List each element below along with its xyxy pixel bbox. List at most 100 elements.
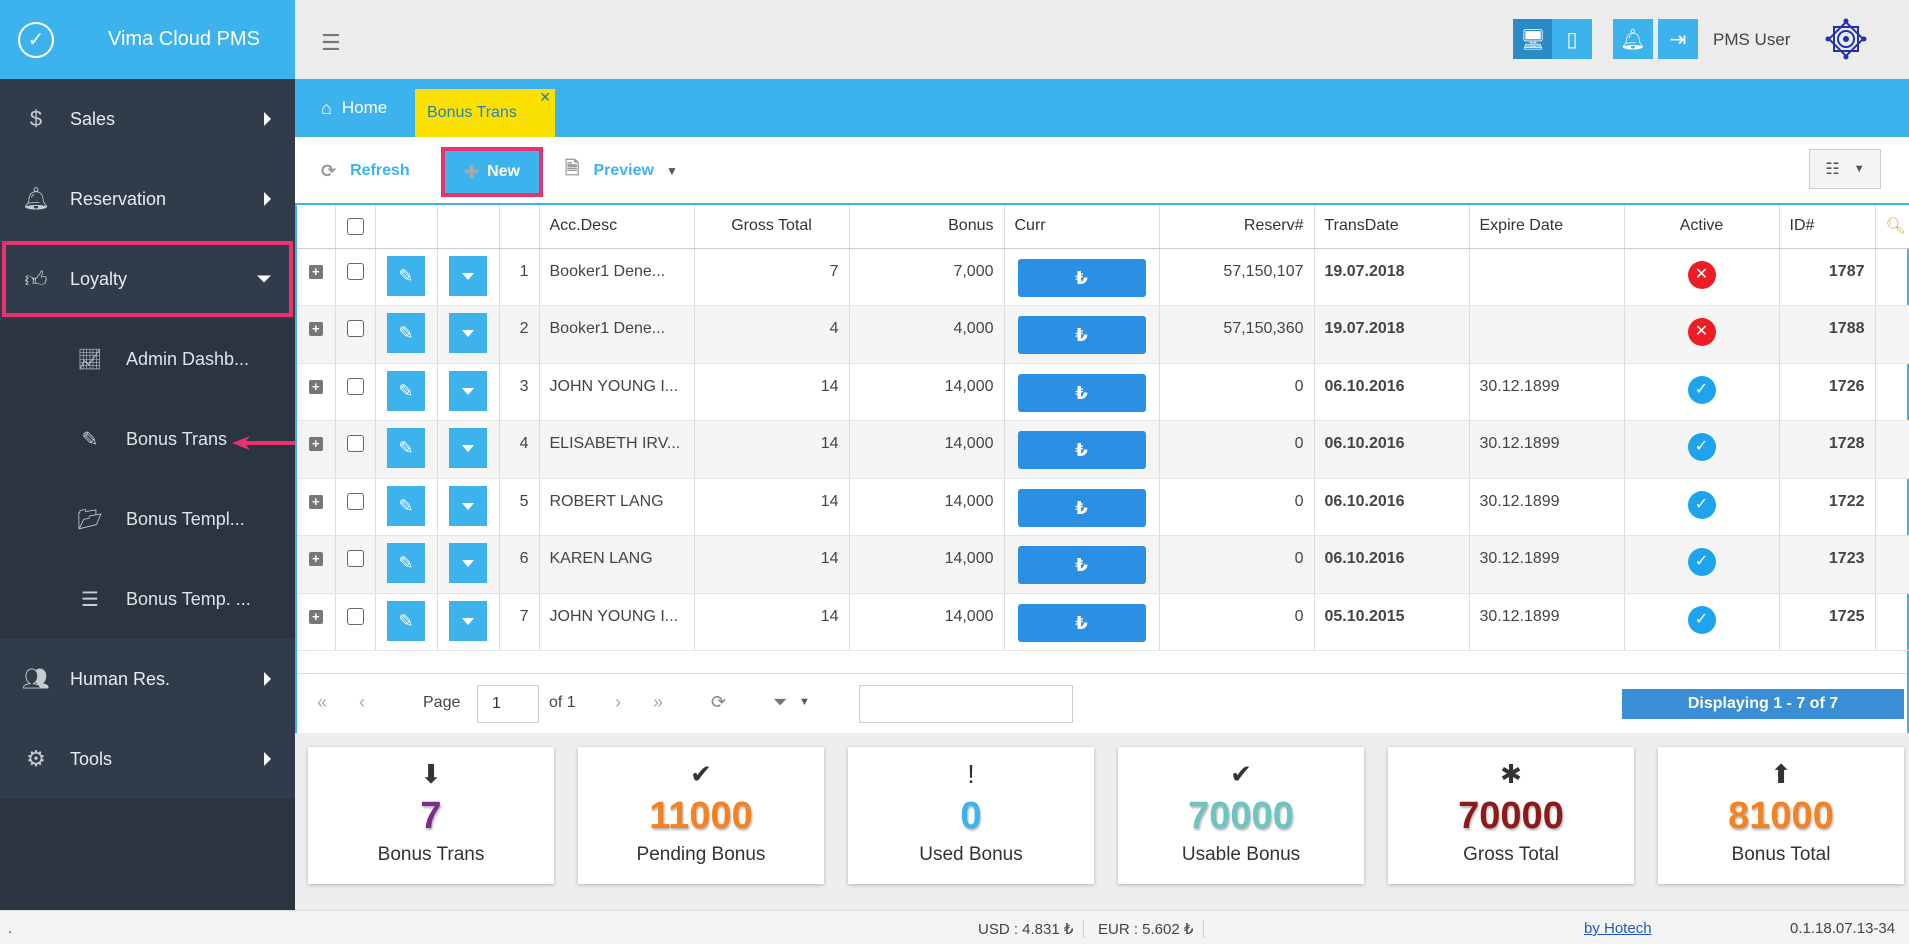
row-actions-dropdown[interactable] bbox=[449, 600, 487, 641]
table-row[interactable]: + ✎ 5 ROBERT LANG 14 14,000 ₺ 0 06.10.2016 30.12.… bbox=[297, 478, 1909, 536]
actions-cell[interactable] bbox=[437, 593, 500, 651]
select-all-checkbox[interactable] bbox=[346, 217, 364, 235]
column-header-expire-date[interactable]: Expire Date bbox=[1469, 205, 1625, 249]
search-icon[interactable]: 🔍︎ bbox=[1885, 218, 1906, 236]
sidebar-subitem-bonus-temp-details[interactable]: ☰ Bonus Temp. ... bbox=[0, 559, 295, 639]
expand-row-icon[interactable]: + bbox=[308, 609, 323, 624]
row-actions-dropdown[interactable] bbox=[449, 428, 487, 468]
column-header-gross-total[interactable]: Gross Total bbox=[694, 205, 850, 249]
column-header-id[interactable]: ID# bbox=[1779, 205, 1876, 249]
preview-button[interactable]: 🗎 Preview ▼ bbox=[565, 155, 678, 187]
edit-cell[interactable]: ✎ bbox=[375, 363, 438, 421]
tab-home[interactable]: ⌂ Home bbox=[321, 79, 387, 137]
logout-button[interactable]: ⇥ bbox=[1658, 19, 1698, 59]
actions-cell[interactable] bbox=[437, 535, 500, 594]
expand-cell[interactable]: + bbox=[297, 478, 336, 536]
edit-cell[interactable]: ✎ bbox=[375, 305, 438, 364]
row-checkbox[interactable] bbox=[346, 607, 364, 625]
sidebar-subitem-admin-dashboard[interactable]: 📈︎ Admin Dashb... bbox=[0, 319, 295, 399]
reload-icon[interactable]: ⟳ bbox=[711, 692, 727, 712]
column-header-reserv[interactable]: Reserv# bbox=[1159, 205, 1315, 249]
row-checkbox[interactable] bbox=[346, 435, 364, 453]
edit-row-button[interactable]: ✎ bbox=[387, 600, 425, 641]
column-header-curr[interactable]: Curr bbox=[1004, 205, 1160, 249]
sidebar-item-human-res[interactable]: 👥︎ Human Res. bbox=[0, 639, 295, 719]
table-row[interactable]: + ✎ 2 Booker1 Dene... 4 4,000 ₺ 57,150,360 19.07… bbox=[297, 305, 1909, 364]
edit-row-button[interactable]: ✎ bbox=[387, 428, 425, 468]
hamburger-menu-icon[interactable]: ☰ bbox=[321, 30, 341, 55]
sidebar-item-loyalty[interactable]: 👍︎ Loyalty bbox=[0, 239, 295, 319]
expand-cell[interactable]: + bbox=[297, 420, 336, 479]
row-checkbox[interactable] bbox=[346, 550, 364, 568]
expand-cell[interactable]: + bbox=[297, 363, 336, 421]
grid-settings-button[interactable]: ☷ ▼ bbox=[1809, 149, 1881, 189]
filter-icon[interactable]: ⏷ bbox=[773, 692, 788, 712]
currency-button[interactable]: ₺ bbox=[1017, 373, 1146, 412]
actions-cell[interactable] bbox=[437, 478, 500, 536]
header-select-all[interactable] bbox=[335, 205, 376, 249]
expand-row-icon[interactable]: + bbox=[308, 552, 323, 566]
edit-cell[interactable]: ✎ bbox=[375, 248, 438, 306]
edit-cell[interactable]: ✎ bbox=[375, 478, 438, 536]
notifications-button[interactable]: 🔔︎ bbox=[1613, 19, 1653, 59]
select-cell[interactable] bbox=[335, 420, 376, 479]
select-cell[interactable] bbox=[335, 478, 376, 536]
table-row[interactable]: + ✎ 4 ELISABETH IRV... 14 14,000 ₺ 0 06.10.2016 3… bbox=[297, 420, 1909, 479]
select-cell[interactable] bbox=[335, 593, 376, 651]
currency-button[interactable]: ₺ bbox=[1017, 603, 1146, 642]
edit-row-button[interactable]: ✎ bbox=[387, 543, 425, 583]
select-cell[interactable] bbox=[335, 305, 376, 364]
page-number-input[interactable]: 1 bbox=[477, 685, 539, 723]
expand-cell[interactable]: + bbox=[297, 593, 336, 651]
new-button[interactable]: ✚ New bbox=[441, 147, 543, 197]
next-page-icon[interactable]: › bbox=[615, 692, 621, 712]
table-row[interactable]: + ✎ 3 JOHN YOUNG I... 14 14,000 ₺ 0 06.10.2016 30… bbox=[297, 363, 1909, 421]
sidebar-subitem-bonus-trans[interactable]: ✎ Bonus Trans bbox=[0, 399, 295, 479]
row-actions-dropdown[interactable] bbox=[449, 313, 487, 353]
first-page-icon[interactable]: « bbox=[317, 692, 328, 712]
prev-page-icon[interactable]: ‹ bbox=[359, 692, 365, 712]
tab-bonus-trans[interactable]: Bonus Trans ✕ bbox=[415, 89, 555, 137]
expand-cell[interactable]: + bbox=[297, 248, 336, 306]
row-checkbox[interactable] bbox=[346, 377, 364, 395]
row-checkbox[interactable] bbox=[346, 320, 364, 338]
mobile-view-button[interactable]: ▯ bbox=[1552, 19, 1592, 59]
close-tab-icon[interactable]: ✕ bbox=[539, 89, 551, 105]
refresh-button[interactable]: ⟳ Refresh bbox=[321, 155, 410, 187]
column-header-bonus[interactable]: Bonus bbox=[849, 205, 1005, 249]
row-checkbox[interactable] bbox=[346, 262, 364, 280]
sidebar-item-sales[interactable]: $ Sales bbox=[0, 79, 295, 159]
header-search[interactable]: 🔍︎ bbox=[1875, 205, 1909, 249]
table-row[interactable]: + ✎ 1 Booker1 Dene... 7 7,000 ₺ 57,150,107 19.07… bbox=[297, 248, 1909, 306]
edit-cell[interactable]: ✎ bbox=[375, 535, 438, 594]
row-checkbox[interactable] bbox=[346, 492, 364, 510]
table-row[interactable]: + ✎ 6 KAREN LANG 14 14,000 ₺ 0 06.10.2016 30.12.1… bbox=[297, 535, 1909, 594]
actions-cell[interactable] bbox=[437, 248, 500, 306]
sidebar-subitem-bonus-templates[interactable]: 📂︎ Bonus Templ... bbox=[0, 479, 295, 559]
edit-row-button[interactable]: ✎ bbox=[387, 485, 425, 526]
select-cell[interactable] bbox=[335, 363, 376, 421]
edit-row-button[interactable]: ✎ bbox=[387, 313, 425, 353]
edit-row-button[interactable]: ✎ bbox=[387, 255, 425, 296]
select-cell[interactable] bbox=[335, 535, 376, 594]
by-hotech-link[interactable]: by Hotech bbox=[1584, 920, 1652, 937]
edit-row-button[interactable]: ✎ bbox=[387, 370, 425, 411]
currency-button[interactable]: ₺ bbox=[1017, 258, 1146, 297]
table-row[interactable]: + ✎ 7 JOHN YOUNG I... 14 14,000 ₺ 0 05.10.2015 30… bbox=[297, 593, 1909, 651]
actions-cell[interactable] bbox=[437, 305, 500, 364]
select-cell[interactable] bbox=[335, 248, 376, 306]
row-actions-dropdown[interactable] bbox=[449, 255, 487, 296]
expand-row-icon[interactable]: + bbox=[308, 264, 323, 279]
row-actions-dropdown[interactable] bbox=[449, 543, 487, 583]
user-name[interactable]: PMS User bbox=[1713, 30, 1791, 49]
column-header-trans-date[interactable]: TransDate bbox=[1314, 205, 1470, 249]
actions-cell[interactable] bbox=[437, 363, 500, 421]
column-header-active[interactable]: Active bbox=[1624, 205, 1780, 249]
expand-row-icon[interactable]: + bbox=[308, 322, 323, 336]
last-page-icon[interactable]: » bbox=[653, 692, 664, 712]
currency-button[interactable]: ₺ bbox=[1017, 431, 1146, 469]
expand-cell[interactable]: + bbox=[297, 305, 336, 364]
sidebar-item-reservation[interactable]: 🔔︎ Reservation bbox=[0, 159, 295, 239]
row-actions-dropdown[interactable] bbox=[449, 370, 487, 411]
expand-row-icon[interactable]: + bbox=[308, 494, 323, 509]
